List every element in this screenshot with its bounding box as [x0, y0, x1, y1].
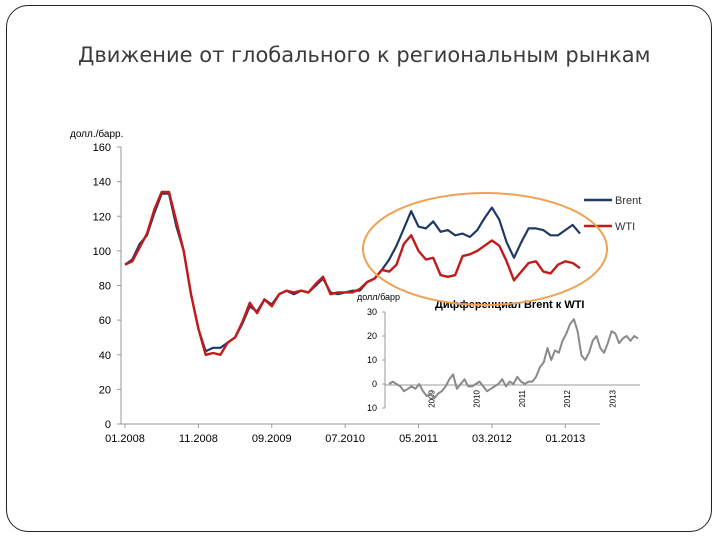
main-x-tick-label: 01.2008	[105, 433, 145, 445]
inset-x-tick-label: 2010	[473, 389, 482, 407]
main-y-tick-label: 100	[93, 246, 111, 258]
inset-x-ticks: 2009 2010 2011 2012 2013	[427, 389, 617, 407]
main-y-tick-label: 120	[93, 211, 111, 223]
slide-frame	[6, 5, 712, 532]
main-y-tick-label: 140	[93, 177, 111, 189]
main-x-tick-label: 09.2009	[252, 433, 292, 445]
main-y-tick-label: 0	[105, 419, 111, 431]
inset-y-tick-label: 0	[372, 379, 377, 389]
highlight-ellipse	[362, 192, 608, 306]
main-x-tick-label: 03.2012	[472, 433, 512, 445]
main-x-tick-label: 07.2010	[325, 433, 365, 445]
main-y-tick-label: 40	[99, 350, 111, 362]
main-series-group	[124, 190, 581, 356]
legend: Brent WTI	[584, 195, 641, 233]
main-x-ticks: 01.2008 11.2008 09.2009 07.2010 05.2011 03.20…	[105, 424, 585, 445]
main-y-tick-label: 80	[99, 281, 111, 293]
legend-wti-label: WTI	[615, 221, 635, 233]
inset-x-tick-label: 2012	[563, 389, 572, 407]
inset-background	[350, 300, 640, 420]
main-y-axis-label: долл./барр.	[70, 128, 123, 140]
inset-x-tick-label: 2009	[427, 389, 436, 407]
inset-x-tick-label: 2013	[608, 389, 617, 407]
main-x-tick-label: 01.2013	[545, 433, 585, 445]
main-y-ticks: 0 20 40 60 80 100 120 140 160	[93, 142, 121, 431]
main-y-tick-label: 160	[93, 142, 111, 154]
series-wti-line	[124, 190, 581, 356]
inset-series-group	[388, 318, 639, 400]
main-y-tick-label: 60	[99, 315, 111, 327]
main-x-tick-label: 11.2008	[179, 433, 218, 445]
inset-y-axis-label: долл/барр	[357, 292, 400, 302]
inset-title: Дифференциал Brent к WTI	[435, 299, 585, 311]
legend-brent-label: Brent	[615, 195, 641, 207]
inset-y-tick-label: 30	[367, 307, 377, 317]
main-y-tick-label: 20	[99, 384, 111, 396]
series-differential-line	[388, 318, 639, 400]
main-x-tick-label: 05.2011	[399, 433, 438, 445]
inset-y-tick-label: 10	[367, 403, 377, 413]
inset-y-tick-label: 20	[367, 331, 377, 341]
inset-x-tick-label: 2011	[518, 389, 527, 407]
inset-y-tick-label: 10	[367, 355, 377, 365]
slide-title: Движение от глобального к региональным р…	[78, 43, 651, 67]
inset-differential-chart: долл/барр Дифференциал Brent к WTI 10 0 10…	[350, 292, 640, 420]
